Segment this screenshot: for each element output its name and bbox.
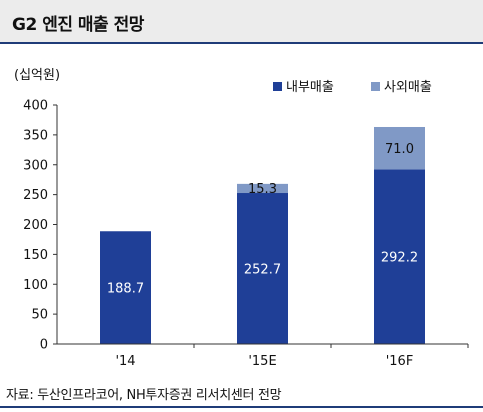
y-tick-label: 300	[23, 158, 48, 173]
legend-swatch	[371, 82, 380, 91]
bar-external	[374, 126, 425, 170]
bars-group: 188.7 252.7 15.3 292.2 71.0	[100, 126, 425, 344]
chart-legend: 내부매출 사외매출	[273, 80, 432, 95]
y-tick-label: 200	[23, 218, 48, 233]
bar-internal	[100, 231, 151, 344]
x-tick-label: '14	[115, 354, 135, 369]
y-tick-label: 150	[23, 248, 48, 263]
bar-external	[237, 183, 288, 194]
data-label: 252.7	[244, 263, 281, 278]
x-tick-label: '15E	[248, 354, 276, 369]
bar-internal	[237, 193, 288, 344]
y-tick-label: 0	[40, 338, 48, 353]
title-bar: G2 엔진 매출 전망	[0, 0, 483, 44]
y-unit-label: (십억원)	[14, 68, 60, 83]
y-tick-label: 50	[31, 308, 48, 323]
bottom-rule	[0, 406, 483, 408]
legend-label: 내부매출	[286, 80, 334, 95]
stacked-bar-chart: (십억원) 내부매출 사외매출 050100150200250300350400 …	[14, 68, 469, 369]
x-axis: '14 '15E '16F	[57, 343, 469, 369]
y-tick-label: 400	[23, 99, 48, 114]
data-label: 292.2	[381, 251, 418, 266]
page-title: G2 엔진 매출 전망	[12, 15, 144, 35]
bar-internal	[374, 169, 425, 344]
legend-swatch	[273, 82, 282, 91]
source-note: 자료: 두산인프라코어, NH투자증권 리서치센터 전망	[6, 388, 282, 403]
data-label: 71.0	[385, 142, 414, 157]
data-label: 188.7	[107, 282, 144, 297]
y-tick-label: 250	[23, 188, 48, 203]
legend-label: 사외매출	[384, 80, 432, 95]
data-label: 15.3	[248, 182, 277, 197]
x-tick-label: '16F	[386, 354, 414, 369]
y-axis: 0 50 100 150 200 250 300 350 400	[23, 99, 58, 353]
y-tick-label: 350	[23, 128, 48, 143]
y-tick-label: 100	[23, 278, 48, 293]
